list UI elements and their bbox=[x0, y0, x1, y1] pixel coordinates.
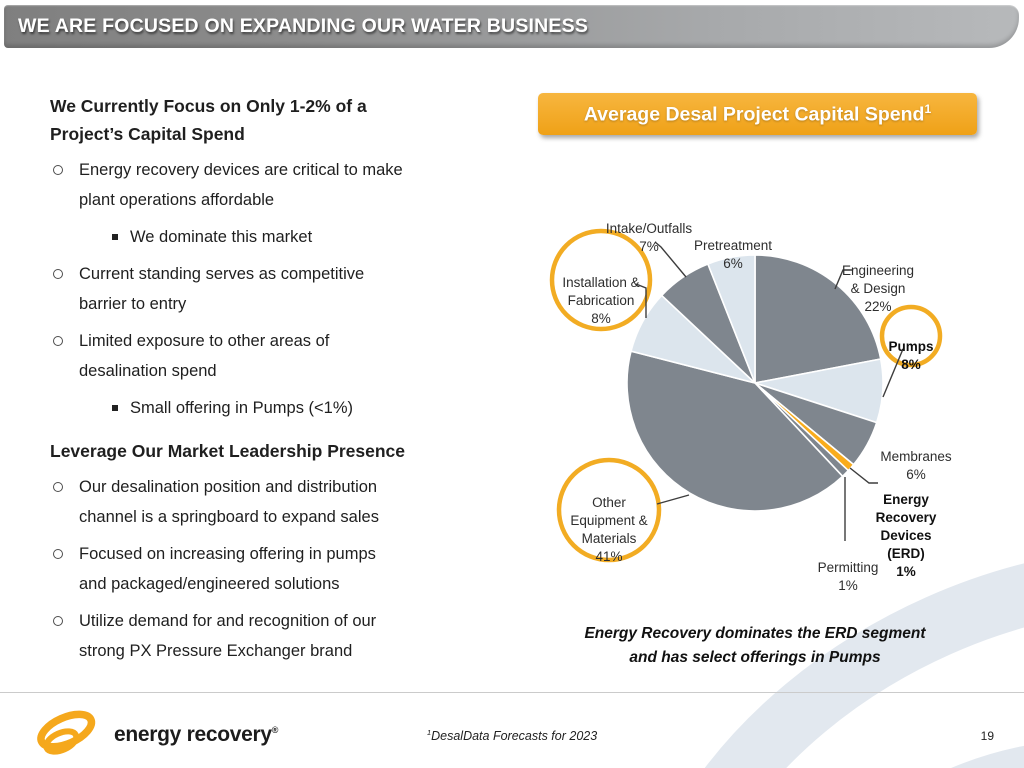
page-number: 19 bbox=[980, 729, 994, 743]
slide-title: WE ARE FOCUSED ON EXPANDING OUR WATER BU… bbox=[18, 15, 589, 37]
chart-title: Average Desal Project Capital Spend1 bbox=[583, 101, 932, 126]
pie-slice-other bbox=[626, 350, 844, 512]
pie-label-intake-outfalls: Intake/Outfalls 7% bbox=[605, 221, 693, 254]
leader-engineering-design bbox=[834, 269, 853, 290]
highlight-circle-other-equipment bbox=[556, 457, 662, 563]
circle-bullet-icon bbox=[53, 269, 63, 279]
bullet-item: Energy recovery devices are critical to … bbox=[48, 155, 500, 215]
pie-label-permitting: Permitting 1% bbox=[817, 560, 879, 593]
pie-label-pretreatment: Pretreatment 6% bbox=[693, 238, 773, 271]
section2-heading: Leverage Our Market Leadership Presence bbox=[50, 441, 406, 461]
bullet-item: Our desalination position and distributi… bbox=[48, 472, 500, 532]
circle-bullet-icon bbox=[53, 165, 63, 175]
highlight-circle-installation-fabrication bbox=[549, 228, 653, 332]
leader-pumps bbox=[882, 348, 904, 398]
pie-label-engineering-design: Engineering & Design 22% bbox=[841, 263, 915, 314]
bullet-item: Utilize demand for and recognition of ou… bbox=[48, 606, 500, 666]
registered-mark: ® bbox=[271, 725, 279, 735]
pie-slice-pretreatment bbox=[706, 254, 756, 384]
circle-bullet-icon bbox=[53, 616, 63, 626]
highlight-circles bbox=[549, 228, 943, 563]
pie-label-installation-fabrication: Installation & Fabrication 8% bbox=[562, 275, 640, 326]
bullet-item: Focused on increasing offering in pumps … bbox=[48, 539, 500, 599]
section1-heading: We Currently Focus on Only 1-2% of a Pro… bbox=[50, 96, 367, 144]
pie-label-pumps: Pumps 8% bbox=[888, 339, 934, 372]
circle-bullet-icon bbox=[53, 336, 63, 346]
title-banner: WE ARE FOCUSED ON EXPANDING OUR WATER BU… bbox=[4, 5, 1019, 48]
left-column: We Currently Focus on Only 1-2% of a Pro… bbox=[48, 92, 500, 673]
leader-installation-fabrication bbox=[635, 283, 647, 318]
chart-caption: Energy Recovery dominates the ERD segmen… bbox=[584, 625, 926, 666]
pie-wedges bbox=[626, 254, 884, 512]
leader-intake-outfalls bbox=[654, 241, 687, 278]
footnote-marker: 1 bbox=[426, 728, 432, 737]
pie-label-erd: Energy Recovery Devices (ERD) 1% bbox=[875, 492, 937, 579]
square-bullet-icon bbox=[112, 234, 118, 240]
chart-title-box: Average Desal Project Capital Spend1 bbox=[538, 93, 977, 135]
energy-recovery-swirl-icon bbox=[37, 710, 96, 755]
chart-title-footnote-marker: 1 bbox=[924, 101, 932, 116]
footnote: 1DesalData Forecasts for 2023 bbox=[426, 728, 598, 744]
leader-other-equipment bbox=[656, 494, 690, 505]
leader-erd bbox=[849, 467, 878, 484]
bullet-item: Current standing serves as competitive b… bbox=[48, 259, 500, 319]
leader-lines bbox=[635, 241, 904, 541]
square-bullet-icon bbox=[112, 405, 118, 411]
bullet-item: Limited exposure to other areas of desal… bbox=[48, 326, 500, 386]
company-logo: energy recovery® bbox=[26, 709, 278, 761]
highlight-circle-pumps bbox=[879, 304, 943, 368]
pie-label-other-equipment: Other Equipment & Materials 41% bbox=[570, 495, 648, 564]
sub-bullet-item: Small offering in Pumps (<1%) bbox=[48, 393, 500, 423]
circle-bullet-icon bbox=[53, 482, 63, 492]
circle-bullet-icon bbox=[53, 549, 63, 559]
pie-label-membranes: Membranes 6% bbox=[880, 449, 952, 482]
sub-bullet-item: We dominate this market bbox=[48, 222, 500, 252]
company-logo-text: energy recovery® bbox=[114, 723, 279, 746]
footer-divider bbox=[0, 692, 1024, 693]
